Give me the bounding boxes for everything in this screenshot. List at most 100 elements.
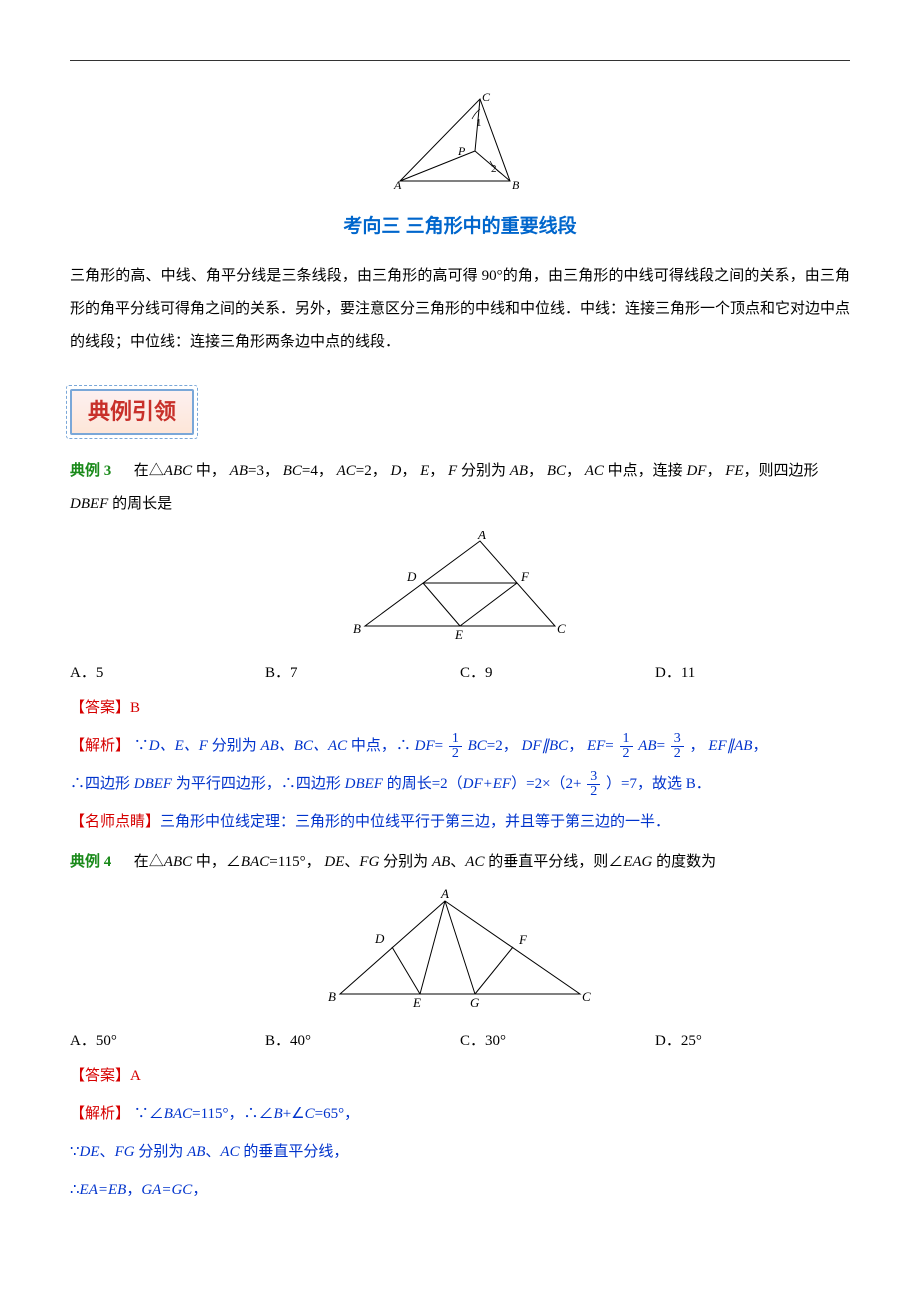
t: ABC [164, 854, 192, 870]
ans-label: 【答案】 [70, 700, 130, 716]
t: ∴四边形 [70, 776, 134, 792]
t: ， [706, 463, 721, 479]
den: 2 [620, 747, 633, 761]
ac: AC [337, 463, 356, 479]
t: =115°， [269, 854, 320, 870]
t: 的垂直平分线， [240, 1144, 349, 1160]
F: F [518, 932, 528, 947]
t: 在△ [134, 854, 164, 870]
label-C: C [482, 91, 491, 104]
opt-D: D．11 [655, 661, 850, 682]
num: 1 [620, 732, 633, 747]
ex3-sol-1: 【解析】 ∵D、E、F 分别为 AB、BC、AC 中点，∴ DF= 12 BC=… [70, 728, 850, 764]
t: DF∥BC [522, 738, 569, 754]
t: DF [415, 738, 435, 754]
t: ， [690, 738, 705, 754]
section-heading: 考向三 三角形中的重要线段 [70, 211, 850, 238]
t: ， [126, 1182, 141, 1198]
note-text: 三角形中位线定理：三角形的中位线平行于第三边，并且等于第三边的一半． [160, 814, 670, 830]
t: ）=7，故选 B． [606, 776, 711, 792]
intro-paragraph: 三角形的高、中线、角平分线是三条线段，由三角形的高可得 90°的角，由三角形的中… [70, 260, 850, 359]
t: =115°，∴∠ [192, 1106, 273, 1122]
ex4-sol-3: ∴EA=EB，GA=GC， [70, 1172, 850, 1208]
page-root: A B C P 1 2 考向三 三角形中的重要线段 三角形的高、中线、角平分线是… [0, 0, 920, 1250]
t: ∵ [134, 738, 149, 754]
t: +∠ [283, 1106, 305, 1122]
B: B [353, 621, 361, 636]
angle-1: 1 [476, 117, 482, 129]
t: FG [359, 854, 379, 870]
ans-label: 【答案】 [70, 1068, 130, 1084]
angle-2: 2 [491, 163, 497, 175]
figure-3: A B C D F E G [70, 889, 850, 1009]
top-rule [70, 60, 850, 61]
t: AB [187, 1144, 205, 1160]
ex3-options: A．5 B．7 C．9 D．11 [70, 661, 850, 682]
t: EF [587, 738, 605, 754]
A: A [477, 531, 486, 542]
fig3-svg: A B C D F E G [325, 889, 595, 1009]
t: 的垂直平分线，则∠ [484, 854, 623, 870]
t: BAC [241, 854, 269, 870]
t: AB [432, 854, 450, 870]
ex3-note: 【名师点睛】三角形中位线定理：三角形的中位线平行于第三边，并且等于第三边的一半． [70, 804, 850, 840]
ex3-answer: 【答案】B [70, 690, 850, 726]
t: 分别为 [457, 463, 510, 479]
t: ， [566, 463, 581, 479]
D: D [374, 931, 385, 946]
den: 2 [587, 785, 600, 799]
ex4-options: A．50° B．40° C．30° D．25° [70, 1029, 850, 1050]
G: G [470, 995, 480, 1009]
E: E [420, 463, 429, 479]
t: 、 [205, 1144, 220, 1160]
t: ， [752, 738, 767, 754]
ab: AB [230, 463, 248, 479]
figure-1: A B C P 1 2 [70, 91, 850, 191]
note-label: 【名师点睛】 [70, 814, 160, 830]
F: F [520, 569, 530, 584]
abc: ABC [164, 463, 192, 479]
opt-A: A．50° [70, 1029, 265, 1050]
t: DBEF [134, 776, 172, 792]
t: ∴ [70, 1182, 80, 1198]
t: 在△ [134, 463, 164, 479]
t: ∵ [70, 1144, 80, 1160]
ex4-label: 典例 4 [70, 854, 111, 870]
dbef: DBEF [70, 496, 108, 512]
fe: FE [725, 463, 743, 479]
t: =65°， [315, 1106, 359, 1122]
t: EA=EB [80, 1182, 127, 1198]
D: D [406, 569, 417, 584]
label-B: B [512, 178, 520, 191]
t: =4， [302, 463, 333, 479]
t: 为平行四边形，∴四边形 [172, 776, 345, 792]
t: 中，∠ [192, 854, 241, 870]
num: 3 [587, 770, 600, 785]
num: 1 [449, 732, 462, 747]
t: ， [429, 463, 444, 479]
fig2-svg: A B C D F E [345, 531, 575, 641]
t: GA=GC [141, 1182, 192, 1198]
t: ， [568, 738, 583, 754]
label-A: A [393, 178, 402, 191]
df: DF [686, 463, 706, 479]
t: ∵∠ [134, 1106, 164, 1122]
fig1-svg: A B C P 1 2 [390, 91, 530, 191]
ex3-label: 典例 3 [70, 463, 111, 479]
D: D [390, 463, 401, 479]
bc: BC [283, 463, 302, 479]
t: ， [528, 463, 543, 479]
ex3-sol-2: ∴四边形 DBEF 为平行四边形，∴四边形 DBEF 的周长=2（DF+EF）=… [70, 766, 850, 802]
t: 中点，∴ [347, 738, 411, 754]
ex4-sol-2: ∵DE、FG 分别为 AB、AC 的垂直平分线， [70, 1134, 850, 1170]
t: AB、BC、AC [260, 738, 347, 754]
sol-label: 【解析】 [70, 738, 130, 754]
opt-B: B．40° [265, 1029, 460, 1050]
t: 的度数为 [652, 854, 716, 870]
t: FG [115, 1144, 135, 1160]
t: = [435, 738, 443, 754]
ans-val: A [130, 1068, 141, 1084]
figure-2: A B C D F E [70, 531, 850, 641]
num: 3 [671, 732, 684, 747]
B: B [328, 989, 336, 1004]
